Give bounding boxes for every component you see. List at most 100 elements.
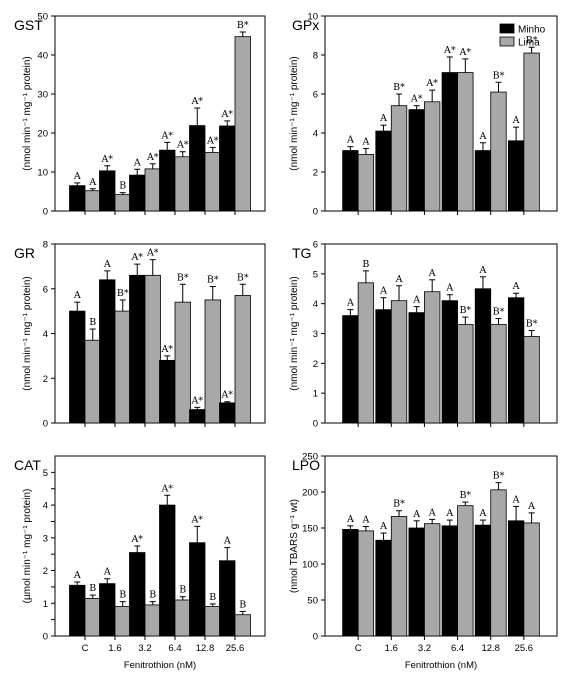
significance-label: A bbox=[479, 265, 487, 276]
significance-label: B bbox=[149, 590, 156, 601]
bar-lima bbox=[357, 530, 375, 637]
significance-label: A bbox=[479, 131, 487, 142]
x-tick-label: 25.6 bbox=[226, 643, 245, 654]
bar-lima bbox=[204, 606, 221, 637]
bar-lima bbox=[144, 274, 161, 424]
bar-minho bbox=[129, 552, 146, 637]
bar-lima bbox=[174, 301, 191, 424]
bar-lima bbox=[114, 310, 131, 424]
y-tick-label: 5 bbox=[43, 468, 48, 479]
significance-label: B* bbox=[459, 305, 471, 316]
y-tick-label: 0 bbox=[43, 207, 48, 218]
plot-frame bbox=[324, 15, 558, 212]
bar-lima bbox=[523, 336, 540, 424]
y-tick-label: 10 bbox=[37, 168, 48, 179]
y-tick-label: 4 bbox=[313, 129, 318, 140]
bar-minho bbox=[129, 274, 146, 424]
x-axis-label: Fenitrothion (nM) bbox=[405, 660, 477, 671]
y-tick-label: 150 bbox=[302, 524, 318, 535]
bar-minho bbox=[507, 520, 525, 637]
bar-lima bbox=[490, 489, 507, 637]
bar-lima bbox=[357, 154, 375, 212]
bar-lima bbox=[174, 599, 191, 637]
bar-minho bbox=[408, 109, 425, 212]
significance-label: A* bbox=[190, 514, 203, 525]
significance-label: A bbox=[73, 570, 81, 581]
bar-minho bbox=[474, 524, 492, 637]
y-axis-label: (nmol min⁻¹ mg⁻¹ protein) bbox=[22, 276, 33, 390]
legend: Minho Lima bbox=[499, 23, 546, 49]
significance-label: B bbox=[362, 259, 369, 270]
significance-label: B bbox=[89, 317, 96, 328]
significance-label: B bbox=[119, 590, 126, 601]
x-tick-label: 1.6 bbox=[108, 643, 121, 654]
significance-label: A bbox=[73, 171, 81, 182]
chart-title: CAT bbox=[14, 457, 41, 473]
bar-lima bbox=[204, 299, 221, 424]
bar-minho bbox=[189, 542, 206, 637]
significance-label: A bbox=[379, 521, 387, 532]
bar-minho bbox=[189, 409, 206, 424]
bar-lima bbox=[490, 324, 507, 424]
significance-label: A* bbox=[160, 130, 173, 141]
y-tick-label: 8 bbox=[43, 240, 48, 251]
y-tick-label: 2 bbox=[313, 168, 318, 179]
y-tick-label: 4 bbox=[313, 299, 318, 310]
bar-lima bbox=[390, 516, 408, 637]
significance-label: A bbox=[412, 509, 420, 520]
significance-label: A* bbox=[176, 140, 189, 151]
x-tick-label: 25.6 bbox=[515, 643, 534, 654]
bar-minho bbox=[342, 529, 359, 637]
y-tick-label: 6 bbox=[313, 90, 318, 101]
significance-label: A bbox=[346, 298, 354, 309]
significance-label: A* bbox=[130, 252, 143, 263]
chart-title: TG bbox=[292, 245, 311, 261]
significance-label: A bbox=[361, 515, 369, 526]
legend-swatch-minho bbox=[499, 23, 515, 34]
significance-label: A* bbox=[443, 45, 456, 56]
y-tick-label: 50 bbox=[307, 596, 318, 607]
x-axis-label: Fenitrothion (nM) bbox=[124, 660, 196, 671]
significance-label: A* bbox=[146, 248, 159, 259]
bar-lima bbox=[84, 190, 101, 212]
significance-label: A* bbox=[146, 152, 159, 163]
bar-minho bbox=[219, 125, 236, 212]
y-tick-label: 100 bbox=[302, 560, 318, 571]
significance-label: A bbox=[512, 494, 520, 505]
bar-lima bbox=[357, 282, 375, 424]
significance-label: B bbox=[239, 599, 246, 610]
y-axis-label: (nmol TBARS g⁻¹ wt) bbox=[289, 499, 300, 593]
bar-minho bbox=[99, 583, 116, 637]
y-tick-label: 50 bbox=[37, 12, 48, 23]
y-tick-label: 8 bbox=[313, 51, 318, 62]
chart-title: LPO bbox=[292, 457, 320, 473]
bar-lima bbox=[144, 168, 161, 212]
bar-minho bbox=[375, 309, 392, 424]
significance-label: B* bbox=[117, 288, 129, 299]
bar-minho bbox=[375, 130, 392, 212]
significance-label: A bbox=[445, 508, 453, 519]
significance-label: B bbox=[179, 585, 186, 596]
y-tick-label: 10 bbox=[307, 12, 318, 23]
significance-label: A* bbox=[220, 390, 233, 401]
significance-label: A* bbox=[190, 395, 203, 406]
significance-label: B* bbox=[237, 20, 249, 31]
y-tick-label: 30 bbox=[37, 90, 48, 101]
bar-minho bbox=[189, 125, 206, 212]
bar-lima bbox=[457, 505, 474, 637]
y-tick-label: 4 bbox=[43, 501, 48, 512]
x-tick-label: 12.8 bbox=[481, 643, 500, 654]
significance-label: B* bbox=[493, 70, 505, 81]
y-tick-label: 5 bbox=[313, 269, 318, 280]
significance-label: A bbox=[428, 268, 436, 279]
bar-minho bbox=[99, 279, 116, 424]
significance-label: A bbox=[379, 113, 387, 124]
significance-label: A* bbox=[220, 109, 233, 120]
legend-label-minho: Minho bbox=[518, 25, 546, 36]
y-tick-label: 0 bbox=[313, 419, 318, 430]
x-tick-label: 3.2 bbox=[138, 643, 151, 654]
significance-label: A bbox=[527, 501, 535, 512]
bar-lima bbox=[523, 522, 540, 637]
bar-lima bbox=[424, 101, 441, 212]
